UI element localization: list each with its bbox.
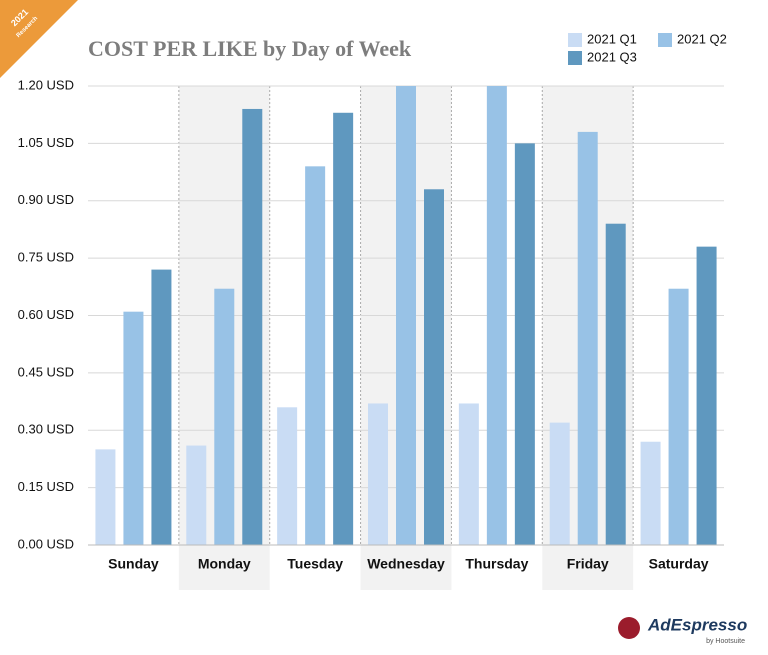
- bar: [277, 407, 298, 545]
- logo-icon: [618, 617, 640, 639]
- bar: [368, 403, 388, 545]
- bar: [514, 143, 535, 545]
- y-tick-label: 0.45 USD: [18, 364, 74, 379]
- legend-label: 2021 Q2: [677, 31, 727, 46]
- y-tick-label: 1.20 USD: [18, 77, 74, 92]
- logo-name: AdEspresso: [647, 615, 747, 634]
- bar: [333, 112, 354, 546]
- bar: [424, 189, 444, 545]
- bar: [123, 311, 144, 545]
- legend-swatch: [658, 33, 672, 47]
- y-tick-label: 1.05 USD: [18, 135, 74, 150]
- bar: [486, 86, 507, 545]
- y-tick-label: 0.15 USD: [18, 479, 74, 494]
- y-tick-label: 0.75 USD: [18, 250, 74, 265]
- bar: [640, 441, 661, 545]
- legend-label: 2021 Q1: [587, 31, 637, 46]
- bar: [151, 269, 172, 545]
- legend-swatch: [568, 51, 582, 65]
- bar: [696, 246, 717, 545]
- bar: [242, 108, 263, 545]
- x-tick-label: Thursday: [465, 556, 528, 572]
- bar: [214, 288, 235, 545]
- y-tick-label: 0.00 USD: [18, 536, 74, 551]
- chart-title: COST PER LIKE by Day of Week: [88, 36, 412, 61]
- x-tick-label: Saturday: [649, 556, 709, 572]
- bar: [605, 223, 626, 545]
- y-tick-label: 0.30 USD: [18, 422, 74, 437]
- x-tick-label: Monday: [198, 556, 251, 572]
- bar: [305, 166, 326, 545]
- logo-byline: by Hootsuite: [706, 638, 745, 645]
- y-tick-label: 0.60 USD: [18, 307, 74, 322]
- y-tick-label: 0.90 USD: [18, 192, 74, 207]
- legend-label: 2021 Q3: [587, 49, 637, 64]
- legend-swatch: [568, 33, 582, 47]
- x-tick-label: Friday: [567, 556, 609, 572]
- bar: [577, 131, 598, 545]
- bar: [458, 403, 479, 545]
- bar: [186, 445, 207, 545]
- x-tick-label: Tuesday: [287, 556, 343, 572]
- bar: [668, 288, 689, 545]
- bar: [95, 449, 116, 545]
- x-tick-label: Wednesday: [367, 556, 445, 572]
- bar: [549, 422, 570, 545]
- x-tick-label: Sunday: [108, 556, 159, 572]
- bar: [396, 86, 416, 545]
- corner-ribbon: [0, 0, 78, 78]
